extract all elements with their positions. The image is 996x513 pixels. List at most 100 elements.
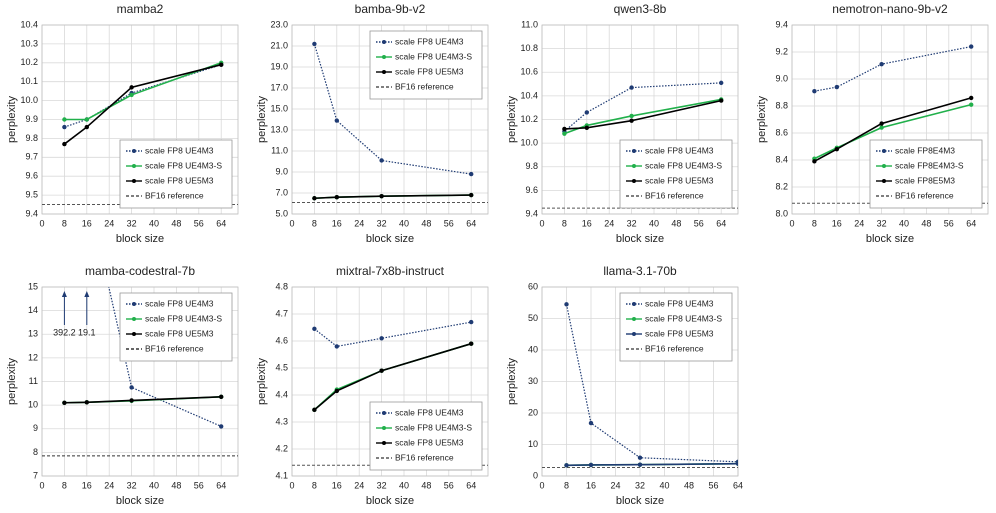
y-tick-label: 17.0 bbox=[270, 82, 288, 92]
x-tick-label: 48 bbox=[921, 218, 931, 228]
y-tick-label: 9.4 bbox=[525, 208, 538, 218]
legend-marker bbox=[132, 149, 136, 153]
data-point bbox=[312, 41, 317, 47]
legend-label: scale FP8 UE4M3 bbox=[145, 145, 214, 155]
y-tick-label: 15.0 bbox=[270, 103, 288, 113]
y-tick-label: 13 bbox=[28, 329, 38, 339]
y-tick-label: 4.8 bbox=[275, 281, 288, 291]
x-tick-label: 56 bbox=[694, 218, 704, 228]
data-point bbox=[219, 62, 224, 67]
x-tick-label: 40 bbox=[399, 480, 409, 490]
x-tick-label: 48 bbox=[421, 480, 431, 490]
legend-marker bbox=[382, 441, 386, 445]
chart: bamba-9b-v2 5.0 7.0 9.0 11.0 13.0 15.0 17.0 19.0… bbox=[256, 2, 489, 245]
data-point bbox=[637, 455, 643, 460]
y-tick-label: 23.0 bbox=[270, 19, 288, 29]
legend-label: scale FP8 UE5M3 bbox=[395, 66, 464, 76]
legend-label: scale FP8 UE4M3-S bbox=[645, 313, 722, 323]
y-tick-label: 9.5 bbox=[25, 189, 38, 199]
legend-label: scale FP8 UE5M3 bbox=[145, 175, 214, 185]
data-point bbox=[219, 394, 224, 400]
data-point bbox=[84, 124, 90, 130]
legend-label: scale FP8E5M3 bbox=[895, 175, 955, 185]
x-tick-label: 0 bbox=[539, 218, 544, 228]
x-tick-label: 32 bbox=[127, 218, 137, 228]
x-tick-label: 40 bbox=[399, 218, 409, 228]
x-tick-label: 64 bbox=[716, 218, 726, 228]
legend-label: scale FP8 UE4M3-S bbox=[395, 51, 472, 61]
value-label: 392.2 bbox=[53, 327, 76, 337]
x-tick-label: 16 bbox=[82, 480, 92, 490]
series-line bbox=[564, 99, 722, 130]
x-tick-label: 56 bbox=[444, 480, 454, 490]
y-tick-label: 9.4 bbox=[25, 208, 38, 218]
legend-label: scale FP8 UE5M3 bbox=[645, 175, 714, 185]
series-line bbox=[313, 342, 472, 411]
series-line bbox=[564, 98, 722, 135]
data-point bbox=[564, 463, 569, 468]
y-tick-label: 8.6 bbox=[775, 127, 788, 137]
chart-title: bamba-9b-v2 bbox=[355, 2, 426, 16]
legend-label: scale FP8 UE4M3 bbox=[395, 36, 464, 46]
series-line bbox=[63, 63, 222, 145]
x-tick-label: 32 bbox=[377, 480, 387, 490]
y-tick-label: 10.4 bbox=[20, 19, 38, 29]
legend-label: scale FP8 UE4M3-S bbox=[645, 160, 722, 170]
x-tick-label: 24 bbox=[354, 218, 364, 228]
data-point bbox=[629, 118, 634, 123]
series-line bbox=[314, 321, 472, 348]
legend-marker bbox=[382, 426, 386, 430]
y-tick-label: 9 bbox=[33, 423, 38, 433]
data-point bbox=[812, 88, 817, 94]
x-tick-label: 56 bbox=[708, 480, 718, 490]
y-tick-label: 9.8 bbox=[25, 133, 38, 143]
legend-marker bbox=[132, 317, 136, 321]
data-point bbox=[312, 407, 317, 413]
x-axis-label: block size bbox=[866, 233, 914, 245]
legend-marker bbox=[632, 149, 636, 153]
x-tick-label: 0 bbox=[789, 218, 794, 228]
x-tick-label: 0 bbox=[39, 218, 44, 228]
y-tick-label: 10.2 bbox=[520, 114, 538, 124]
y-tick-label: 19.0 bbox=[270, 61, 288, 71]
data-point bbox=[84, 400, 90, 405]
x-tick-label: 40 bbox=[659, 480, 669, 490]
x-axis-label: block size bbox=[366, 233, 414, 245]
data-point bbox=[834, 147, 839, 152]
legend-label: scale FP8 UE4M3-S bbox=[145, 160, 222, 170]
y-tick-label: 15 bbox=[28, 281, 38, 291]
x-tick-label: 24 bbox=[354, 480, 364, 490]
plot-frame bbox=[291, 286, 489, 477]
y-tick-label: 10.6 bbox=[520, 67, 538, 77]
data-point bbox=[62, 124, 67, 130]
series-line bbox=[314, 194, 472, 200]
data-point bbox=[334, 195, 339, 200]
y-tick-label: 21.0 bbox=[270, 40, 288, 50]
x-tick-label: 56 bbox=[944, 218, 954, 228]
x-tick-label: 24 bbox=[854, 218, 864, 228]
x-tick-label: 40 bbox=[649, 218, 659, 228]
data-point bbox=[62, 117, 67, 122]
legend-marker bbox=[882, 164, 886, 168]
y-tick-label: 9.0 bbox=[775, 73, 788, 83]
y-tick-label: 14 bbox=[28, 305, 38, 315]
data-point bbox=[564, 302, 569, 307]
x-tick-label: 56 bbox=[194, 480, 204, 490]
data-point bbox=[879, 121, 884, 126]
x-tick-label: 24 bbox=[104, 218, 114, 228]
y-tick-label: 20 bbox=[528, 407, 538, 417]
data-point bbox=[735, 461, 738, 466]
y-tick-label: 5.0 bbox=[275, 208, 288, 218]
x-tick-label: 8 bbox=[62, 218, 67, 228]
legend-marker bbox=[382, 411, 386, 415]
chart: qwen3-8b 9.4 9.6 9.8 10.0 10.2 10.4 10.6 10.8 11.… bbox=[506, 2, 739, 245]
data-point bbox=[469, 192, 474, 198]
legend-marker bbox=[382, 40, 386, 44]
chart: mixtral-7x8b-instruct 4.1 4.2 4.3 4.4 4.5 4.6 4… bbox=[256, 264, 489, 507]
y-tick-label: 9.7 bbox=[25, 152, 38, 162]
data-point bbox=[812, 159, 817, 164]
chart-title: qwen3-8b bbox=[614, 2, 667, 16]
data-point bbox=[879, 125, 884, 130]
data-point bbox=[469, 319, 474, 325]
legend-label: BF16 reference bbox=[145, 190, 204, 200]
